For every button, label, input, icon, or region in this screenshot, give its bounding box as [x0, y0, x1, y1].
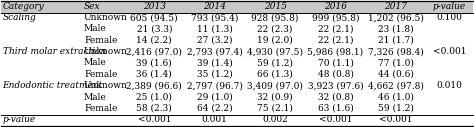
Text: 36 (1.4): 36 (1.4) [137, 70, 172, 79]
Text: 21 (1.7): 21 (1.7) [378, 36, 414, 45]
Text: 7,326 (98.4): 7,326 (98.4) [368, 47, 424, 56]
Text: 23 (1.8): 23 (1.8) [378, 24, 414, 33]
Text: Third molar extraction: Third molar extraction [2, 47, 106, 56]
Text: 22 (2.1): 22 (2.1) [318, 36, 353, 45]
Text: 29 (1.0): 29 (1.0) [197, 93, 233, 101]
Text: 2,416 (97.0): 2,416 (97.0) [127, 47, 182, 56]
Text: 21 (3.3): 21 (3.3) [137, 24, 172, 33]
Text: 2,389 (96.6): 2,389 (96.6) [127, 81, 182, 90]
Text: 39 (1.6): 39 (1.6) [137, 58, 172, 67]
Text: 48 (0.8): 48 (0.8) [318, 70, 354, 79]
Text: 5,986 (98.1): 5,986 (98.1) [308, 47, 364, 56]
Text: <0.001: <0.001 [379, 115, 412, 124]
Text: 2015: 2015 [264, 2, 287, 11]
Text: Endodontic treatment: Endodontic treatment [2, 81, 103, 90]
Text: 2,793 (97.4): 2,793 (97.4) [187, 47, 243, 56]
Text: Sex: Sex [84, 2, 100, 11]
Text: 793 (95.4): 793 (95.4) [191, 13, 238, 22]
Text: Male: Male [84, 93, 107, 101]
Text: 63 (1.6): 63 (1.6) [318, 104, 353, 113]
Text: Unknown: Unknown [84, 13, 128, 22]
Text: Unknown: Unknown [84, 81, 128, 90]
Text: 44 (0.6): 44 (0.6) [378, 70, 414, 79]
Text: 59 (1.2): 59 (1.2) [378, 104, 414, 113]
Text: 64 (2.2): 64 (2.2) [197, 104, 232, 113]
Text: 3,923 (97.6): 3,923 (97.6) [308, 81, 363, 90]
Text: 605 (94.5): 605 (94.5) [130, 13, 178, 22]
Text: 19 (2.0): 19 (2.0) [257, 36, 293, 45]
Text: 2014: 2014 [203, 2, 226, 11]
Text: p-value: p-value [433, 2, 466, 11]
Text: <0.001: <0.001 [319, 115, 352, 124]
Text: 2017: 2017 [384, 2, 407, 11]
Text: 0.002: 0.002 [262, 115, 288, 124]
Text: Category: Category [2, 2, 45, 11]
Text: 2013: 2013 [143, 2, 166, 11]
Text: 59 (1.2): 59 (1.2) [257, 58, 293, 67]
Text: 75 (2.1): 75 (2.1) [257, 104, 293, 113]
Text: 928 (95.8): 928 (95.8) [251, 13, 299, 22]
Text: 35 (1.2): 35 (1.2) [197, 70, 233, 79]
Text: 999 (95.8): 999 (95.8) [312, 13, 359, 22]
Text: <0.001: <0.001 [137, 115, 171, 124]
Text: 25 (1.0): 25 (1.0) [137, 93, 172, 101]
Text: 77 (1.0): 77 (1.0) [378, 58, 414, 67]
Text: Female: Female [84, 70, 118, 79]
Text: 39 (1.4): 39 (1.4) [197, 58, 233, 67]
Text: 0.100: 0.100 [437, 13, 463, 22]
Text: 46 (1.0): 46 (1.0) [378, 93, 414, 101]
Text: 11 (1.3): 11 (1.3) [197, 24, 233, 33]
Text: Male: Male [84, 58, 107, 67]
Text: Female: Female [84, 104, 118, 113]
Text: Female: Female [84, 36, 118, 45]
Text: 70 (1.1): 70 (1.1) [318, 58, 354, 67]
Text: 4,930 (97.5): 4,930 (97.5) [247, 47, 303, 56]
Text: 3,409 (97.0): 3,409 (97.0) [247, 81, 303, 90]
Text: 58 (2.3): 58 (2.3) [137, 104, 172, 113]
Text: 2016: 2016 [324, 2, 347, 11]
Text: 22 (2.1): 22 (2.1) [318, 24, 353, 33]
Text: <0.001: <0.001 [433, 47, 466, 56]
Text: 27 (3.2): 27 (3.2) [197, 36, 232, 45]
Text: Unknown: Unknown [84, 47, 128, 56]
Text: p-value: p-value [2, 115, 36, 124]
Text: 0.010: 0.010 [437, 81, 463, 90]
Text: 14 (2.2): 14 (2.2) [137, 36, 172, 45]
Text: Scaling: Scaling [2, 13, 36, 22]
Text: 22 (2.3): 22 (2.3) [257, 24, 293, 33]
Text: 66 (1.3): 66 (1.3) [257, 70, 293, 79]
Text: 32 (0.8): 32 (0.8) [318, 93, 353, 101]
Text: 2,797 (96.7): 2,797 (96.7) [187, 81, 243, 90]
Text: Male: Male [84, 24, 107, 33]
Text: 4,662 (97.8): 4,662 (97.8) [368, 81, 424, 90]
Text: 1,202 (96.5): 1,202 (96.5) [368, 13, 424, 22]
Text: 0.001: 0.001 [202, 115, 228, 124]
Text: 32 (0.9): 32 (0.9) [257, 93, 293, 101]
FancyBboxPatch shape [0, 2, 474, 13]
